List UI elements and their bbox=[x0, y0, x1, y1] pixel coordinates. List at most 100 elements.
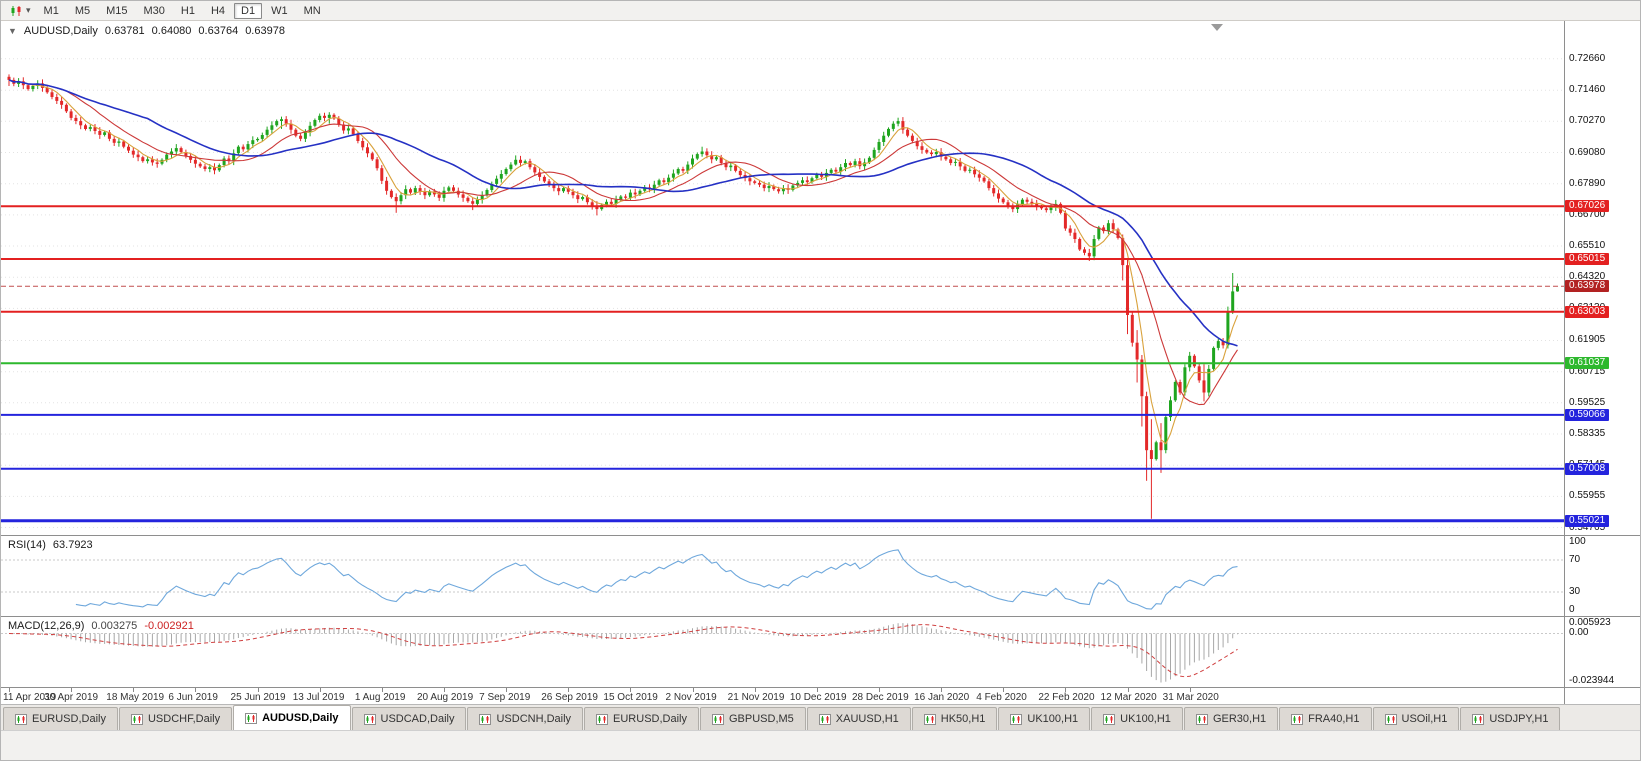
time-tick-label: 7 Sep 2019 bbox=[479, 692, 531, 703]
chart-tab-label: USDCHF,Daily bbox=[147, 713, 221, 725]
price-tick-label: 0.67890 bbox=[1569, 177, 1606, 189]
time-tick-label: 26 Sep 2019 bbox=[541, 692, 598, 703]
ohlc-collapse-icon[interactable]: ▼ bbox=[8, 26, 17, 36]
time-tick-label: 21 Nov 2019 bbox=[727, 692, 785, 703]
timeframe-button-h1[interactable]: H1 bbox=[180, 4, 195, 17]
candlestick-chart-icon bbox=[11, 5, 21, 16]
ohlc-low: 0.63764 bbox=[198, 25, 239, 37]
mini-chart-icon bbox=[923, 713, 936, 725]
time-tick-label: 10 Dec 2019 bbox=[789, 692, 847, 703]
time-tick bbox=[941, 688, 943, 692]
mini-chart-icon bbox=[818, 713, 831, 725]
chart-tab-label: USDCNH,Daily bbox=[496, 713, 572, 725]
level-price-badge: 0.57008 bbox=[1565, 462, 1610, 475]
chart-tab-2-audusd-daily[interactable]: AUDUSD,Daily bbox=[233, 705, 351, 730]
pane-separator-main-rsi[interactable] bbox=[1, 535, 1640, 536]
rsi-name: RSI(14) bbox=[8, 539, 46, 551]
timeframe-button-m5[interactable]: M5 bbox=[74, 4, 91, 17]
chart-tab-label: AUDUSD,Daily bbox=[262, 712, 339, 724]
chart-type-menu-button[interactable]: ▾ bbox=[5, 3, 35, 19]
mini-chart-icon bbox=[15, 713, 27, 725]
mini-chart-icon bbox=[1010, 713, 1023, 725]
time-tick-label: 22 Feb 2020 bbox=[1038, 692, 1095, 703]
status-strip bbox=[1, 730, 1640, 760]
ohlc-readout: ▼ AUDUSD,Daily 0.63781 0.64080 0.63764 0.6397… bbox=[8, 25, 292, 37]
chart-tab-5-eurusd-daily[interactable]: EURUSD,Daily bbox=[584, 707, 699, 730]
time-tick-label: 16 Jan 2020 bbox=[914, 692, 970, 703]
timeframe-button-m1[interactable]: M1 bbox=[43, 4, 59, 17]
time-tick bbox=[568, 688, 570, 692]
time-axis[interactable]: 11 Apr 2019 30 Apr 2019 18 May 2019 6 Jun 2… bbox=[1, 688, 1564, 704]
chart-tab-6-gbpusd-m5[interactable]: GBPUSD,M5 bbox=[700, 707, 806, 730]
price-tick-label: 0.58335 bbox=[1569, 428, 1606, 439]
rsi-pane[interactable] bbox=[1, 536, 1564, 616]
time-tick bbox=[9, 688, 10, 692]
chart-tab-3-usdcad-daily[interactable]: USDCAD,Daily bbox=[351, 707, 467, 730]
price-tick-label: 0.54765 bbox=[1569, 521, 1606, 533]
mini-chart-icon bbox=[245, 712, 258, 724]
timeframe-button-d1[interactable]: D1 bbox=[234, 2, 263, 19]
time-tick bbox=[692, 688, 694, 692]
pane-separator-rsi-macd[interactable] bbox=[1, 616, 1640, 617]
timeframe-button-h4[interactable]: H4 bbox=[210, 4, 226, 17]
time-tick-label: 12 Mar 2020 bbox=[1100, 692, 1157, 703]
time-tick-label: 2 Nov 2019 bbox=[665, 692, 717, 703]
chart-tab-label: UK100,H1 bbox=[1027, 713, 1079, 725]
time-tick-label: 28 Dec 2019 bbox=[851, 692, 909, 703]
chart-tab-14-usdjpy-h1[interactable]: USDJPY,H1 bbox=[1460, 707, 1561, 730]
chart-tab-0-eurusd-daily[interactable]: EURUSD,Daily bbox=[3, 707, 118, 730]
chart-tab-label: FRA40,H1 bbox=[1308, 713, 1360, 725]
rsi-tick-label: 0 bbox=[1569, 604, 1575, 615]
price-tick-label: 0.64320 bbox=[1569, 271, 1606, 283]
chart-tab-label: HK50,H1 bbox=[940, 713, 986, 725]
time-tick bbox=[1003, 688, 1005, 692]
chart-tab-11-ger30-h1[interactable]: GER30,H1 bbox=[1183, 707, 1279, 730]
chart-tab-label: USDJPY,H1 bbox=[1489, 713, 1549, 725]
chart-tab-12-fra40-h1[interactable]: FRA40,H1 bbox=[1279, 707, 1372, 730]
chart-tab-7-xauusd-h1[interactable]: XAUUSD,H1 bbox=[806, 707, 911, 730]
chart-shift-marker[interactable] bbox=[1211, 24, 1223, 31]
timeframe-button-mn[interactable]: MN bbox=[303, 4, 321, 17]
timeframe-button-m30[interactable]: M30 bbox=[143, 4, 165, 17]
chart-tab-13-usoil-h1[interactable]: USOil,H1 bbox=[1372, 707, 1460, 730]
chart-tab-1-usdchf-daily[interactable]: USDCHF,Daily bbox=[118, 707, 233, 730]
level-price-badge: 0.63003 bbox=[1565, 305, 1610, 318]
chart-tab-bar: EURUSD,Daily USDCHF,Daily AUDUSD,Daily USDC… bbox=[1, 704, 1640, 730]
macd-pane[interactable] bbox=[1, 617, 1564, 687]
mini-chart-icon bbox=[1195, 713, 1208, 725]
time-tick bbox=[319, 688, 321, 692]
time-tick bbox=[506, 688, 508, 692]
chart-tab-10-uk100-h1[interactable]: UK100,H1 bbox=[1091, 707, 1183, 730]
level-price-badge: 0.61037 bbox=[1565, 357, 1610, 370]
macd-indicator-label: MACD(12,26,9) 0.003275 -0.002921 bbox=[8, 620, 201, 632]
macd-main-value: 0.003275 bbox=[91, 620, 138, 632]
level-price-badge: 0.67026 bbox=[1565, 200, 1610, 213]
chart-region: 11 Apr 2019 30 Apr 2019 18 May 2019 6 Jun 2… bbox=[1, 21, 1640, 704]
time-tick-label: 15 Oct 2019 bbox=[603, 692, 658, 703]
main-chart-pane[interactable] bbox=[1, 21, 1564, 535]
time-tick bbox=[816, 688, 818, 692]
chart-tab-8-hk50-h1[interactable]: HK50,H1 bbox=[911, 707, 998, 730]
chart-tab-label: UK100,H1 bbox=[1120, 713, 1171, 725]
timeframe-button-w1[interactable]: W1 bbox=[271, 4, 288, 17]
chart-tab-4-usdcnh-daily[interactable]: USDCNH,Daily bbox=[467, 707, 584, 730]
timeframe-button-m15[interactable]: M15 bbox=[106, 4, 128, 17]
time-tick-label: 31 Mar 2020 bbox=[1162, 692, 1219, 703]
level-price-badge: 0.55021 bbox=[1565, 514, 1610, 527]
time-tick-label: 30 Apr 2019 bbox=[44, 692, 99, 703]
time-tick bbox=[71, 688, 73, 692]
price-tick-label: 0.55955 bbox=[1569, 490, 1606, 502]
mini-chart-icon bbox=[479, 713, 492, 725]
price-tick-label: 0.60715 bbox=[1569, 365, 1606, 377]
chart-tab-9-uk100-h1[interactable]: UK100,H1 bbox=[998, 707, 1091, 730]
chart-tab-label: EURUSD,Daily bbox=[613, 713, 687, 725]
time-tick bbox=[195, 688, 197, 692]
chart-bottom-border bbox=[1, 687, 1640, 688]
price-axis[interactable]: 0.72660 0.71460 0.70270 0.69080 0.67890 0.667… bbox=[1564, 21, 1640, 704]
price-tick-label: 0.72660 bbox=[1569, 52, 1606, 64]
time-tick-label: 25 Jun 2019 bbox=[230, 692, 286, 703]
dropdown-caret-icon: ▾ bbox=[26, 5, 31, 15]
time-tick bbox=[1065, 688, 1067, 692]
ohlc-close: 0.63978 bbox=[245, 25, 285, 37]
